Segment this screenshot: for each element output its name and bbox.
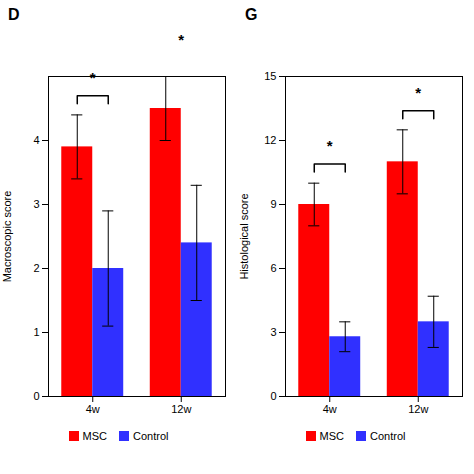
- svg-text:15: 15: [264, 70, 276, 82]
- svg-text:*: *: [415, 84, 421, 101]
- svg-text:3: 3: [270, 326, 276, 338]
- svg-text:4: 4: [33, 134, 39, 146]
- svg-text:12: 12: [264, 134, 276, 146]
- svg-text:9: 9: [270, 198, 276, 210]
- svg-text:6: 6: [270, 262, 276, 274]
- html-text:Control: Control: [133, 430, 169, 442]
- svg-text:12w: 12w: [171, 403, 191, 415]
- html-text:D: D: [8, 6, 20, 23]
- svg-text:4w: 4w: [323, 403, 337, 415]
- svg-text:4w: 4w: [86, 403, 100, 415]
- svg-text:*: *: [90, 69, 96, 86]
- html-text:MSC: MSC: [82, 430, 107, 442]
- svg-text:*: *: [327, 137, 333, 154]
- svg-text:Macroscopic score: Macroscopic score: [1, 191, 13, 283]
- svg-text:*: *: [178, 31, 184, 48]
- svg-text:0: 0: [270, 390, 276, 402]
- html-text:MSC: MSC: [319, 430, 344, 442]
- svg-text:Histological score: Histological score: [238, 193, 250, 279]
- svg-text:3: 3: [33, 198, 39, 210]
- html-text:Control: Control: [370, 430, 406, 442]
- svg-text:1: 1: [33, 326, 39, 338]
- svg-text:0: 0: [33, 390, 39, 402]
- html-text:G: G: [245, 6, 258, 23]
- svg-text:12w: 12w: [408, 403, 428, 415]
- svg-text:2: 2: [33, 262, 39, 274]
